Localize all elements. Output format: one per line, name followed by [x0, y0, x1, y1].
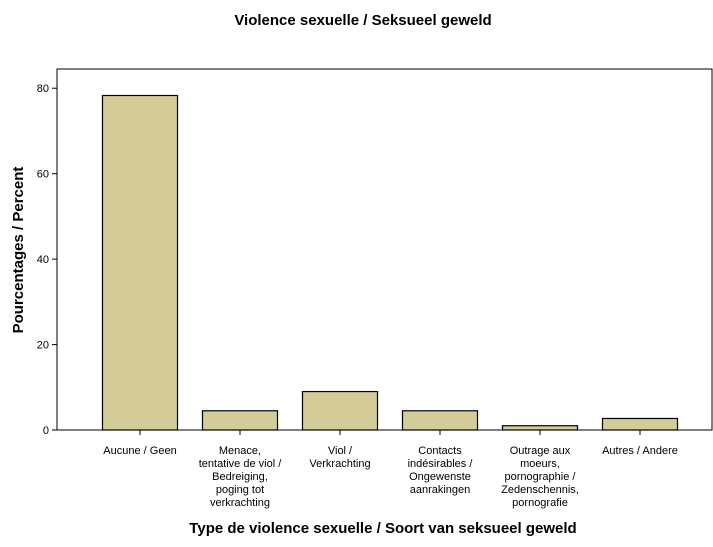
- x-tick-label: Autres / Andere: [602, 445, 678, 457]
- chart-title: Violence sexuelle / Seksueel geweld: [234, 12, 491, 29]
- x-tick-label: Contacts indésirables / Ongewenste aanrakin…: [408, 445, 474, 496]
- y-tick-label: 60: [37, 169, 49, 181]
- bar: [101, 94, 179, 431]
- x-tick-label: Outrage aux moeurs, pornographie / Zedensch…: [501, 445, 579, 509]
- y-tick-label: 20: [37, 340, 49, 352]
- bar: [501, 425, 579, 431]
- bar: [201, 410, 279, 431]
- y-axis: 0 20 40 60 80: [37, 83, 57, 437]
- x-tick-label: Menace, tentative de viol / Bedreiging, pog…: [199, 445, 282, 509]
- bar: [301, 390, 379, 431]
- bars: [101, 94, 679, 431]
- bar: [401, 410, 479, 431]
- x-tick-label: Viol / Verkrachting: [309, 445, 370, 470]
- x-tick-label: Aucune / Geen: [103, 445, 176, 457]
- y-axis-label: Pourcentages / Percent: [10, 167, 27, 334]
- y-tick-label: 0: [43, 425, 49, 437]
- y-tick-label: 40: [37, 254, 49, 266]
- y-tick-label: 80: [37, 83, 49, 95]
- plot-frame: [56, 68, 713, 431]
- x-axis: Aucune / Geen Menace, tentative de viol / B…: [103, 430, 678, 509]
- bar: [601, 417, 679, 431]
- x-axis-label: Type de violence sexuelle / Soort van se…: [189, 520, 576, 537]
